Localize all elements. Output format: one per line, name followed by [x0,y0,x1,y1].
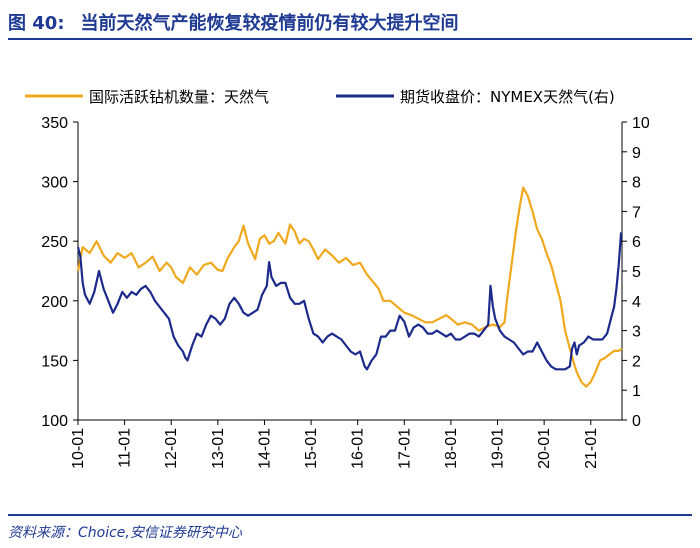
x-tick-label: 16-01 [350,428,367,469]
series-line-rig-count [76,186,623,388]
line-chart: 国际活跃钻机数量：天然气 期货收盘价：NYMEX天然气(右) 1001502002… [25,88,650,469]
title-bar: 图 40: 当前天然气产能恢复较疫情前仍有较大提升空间 [8,4,692,40]
x-tick-label: 19-01 [490,428,507,469]
right-tick-label: 7 [632,204,641,221]
chart-series [76,186,623,388]
figure-title: 当前天然气产能恢复较疫情前仍有较大提升空间 [80,13,459,34]
x-tick-label: 18-01 [443,428,460,469]
right-tick-label: 0 [632,413,641,430]
right-tick-label: 2 [632,353,641,370]
left-tick-label: 350 [41,115,68,132]
right-tick-label: 10 [632,115,650,132]
series-line-gas-price [76,232,623,371]
figure-label: 图 40: [8,13,65,34]
left-tick-label: 200 [41,294,68,311]
legend-label: 国际活跃钻机数量：天然气 [89,88,269,106]
x-tick-label: 15-01 [303,428,320,469]
right-tick-label: 6 [632,234,641,251]
right-tick-label: 4 [632,294,641,311]
x-tick-label: 11-01 [117,428,134,468]
left-tick-label: 150 [41,353,68,370]
legend-label: 期货收盘价：NYMEX天然气(右) [400,88,615,106]
right-tick-label: 3 [632,324,641,341]
left-tick-label: 100 [41,413,68,430]
x-tick-label: 21-01 [583,428,600,469]
right-tick-label: 8 [632,175,641,192]
x-tick-label: 14-01 [256,428,273,469]
right-tick-label: 9 [632,145,641,162]
x-tick-label: 17-01 [396,428,413,469]
chart-legend: 国际活跃钻机数量：天然气 期货收盘价：NYMEX天然气(右) [25,88,615,106]
right-tick-label: 5 [632,264,641,281]
source-bar: 资料来源：Choice,安信证券研究中心 [8,514,692,541]
source-note: 资料来源：Choice,安信证券研究中心 [8,525,242,541]
page-title: 图 40: 当前天然气产能恢复较疫情前仍有较大提升空间 [8,9,459,35]
chart-axes: 100 150 200 250 300 350 0 1 2 3 4 5 6 7 8 9 10 10-01 11-01… [41,115,650,469]
x-tick-label: 12-01 [163,428,180,469]
left-tick-label: 250 [41,234,68,251]
right-tick-label: 1 [632,383,641,400]
x-tick-label: 13-01 [210,428,227,469]
left-tick-label: 300 [41,175,68,192]
x-tick-label: 10-01 [70,428,87,469]
x-tick-label: 20-01 [536,428,553,469]
